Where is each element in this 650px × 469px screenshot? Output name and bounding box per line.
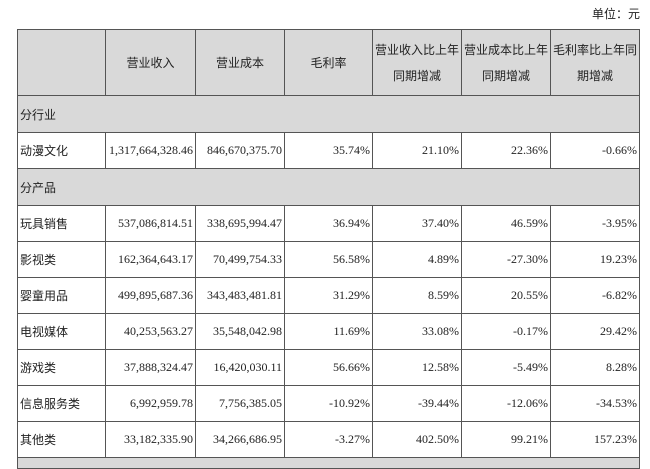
table-cell: 37.40% (372, 205, 462, 242)
table-cell: -3.95% (550, 205, 640, 242)
table-cell: 19.23% (550, 241, 640, 278)
table-cell: 499,895,687.36 (105, 277, 196, 314)
header-text: 毛利率 (310, 55, 347, 70)
table-cell: 8.28% (550, 349, 640, 386)
row-label: 婴童用品 (17, 277, 106, 314)
table-cell: -6.82% (550, 277, 640, 314)
table-cell: -3.27% (284, 421, 373, 458)
table-cell: 343,483,481.81 (195, 277, 285, 314)
column-header: 营业收入比上年 同期增减 (372, 29, 462, 96)
table-cell: 537,086,814.51 (105, 205, 196, 242)
table-cell: 6,992,959.78 (105, 385, 196, 422)
header-row: 营业收入 营业成本 毛利率 营业收入比上年 同期增减 营业成本比上年 同期增减 毛利率比上年同… (17, 29, 640, 96)
table-cell: 4.89% (372, 241, 462, 278)
table-cell: -34.53% (550, 385, 640, 422)
table-row: 游戏类 37,888,324.47 16,420,030.11 56.66% 12.58… (17, 349, 640, 386)
table-cell: 70,499,754.33 (195, 241, 285, 278)
column-header (17, 29, 106, 96)
table-cell: 35,548,042.98 (195, 313, 285, 350)
table-cell: -0.17% (461, 313, 551, 350)
table-cell: 16,420,030.11 (195, 349, 285, 386)
table-cell: 20.55% (461, 277, 551, 314)
row-label: 电视媒体 (17, 313, 106, 350)
row-label: 影视类 (17, 241, 106, 278)
table-cell: 40,253,563.27 (105, 313, 196, 350)
table-cell: 33,182,335.90 (105, 421, 196, 458)
table-row: 婴童用品 499,895,687.36 343,483,481.81 31.29% 8.… (17, 277, 640, 314)
header-text: 期增减 (576, 68, 613, 83)
table-row: 信息服务类 6,992,959.78 7,756,385.05 -10.92% -39.… (17, 385, 640, 422)
column-header: 营业成本 (195, 29, 285, 96)
table-cell: 12.58% (372, 349, 462, 386)
table-cell: 56.66% (284, 349, 373, 386)
header-text: 营业收入 (126, 55, 175, 70)
table-row: 电视媒体 40,253,563.27 35,548,042.98 11.69% 33.0… (17, 313, 640, 350)
table-cell: 99.21% (461, 421, 551, 458)
unit-label: 单位：元 (591, 7, 640, 21)
table-cell: 35.74% (284, 132, 373, 169)
header-text: 营业成本比上年 (464, 42, 549, 57)
table-cell: 846,670,375.70 (195, 132, 285, 169)
row-label: 其他类 (17, 421, 106, 458)
table-row: 影视类 162,364,643.17 70,499,754.33 56.58% 4.89… (17, 241, 640, 278)
section-row: 分行业 (17, 95, 640, 133)
row-label: 信息服务类 (17, 385, 106, 422)
table-cell: 157.23% (550, 421, 640, 458)
row-label: 玩具销售 (17, 205, 106, 242)
table-cell: 338,695,994.47 (195, 205, 285, 242)
table-cell: 36.94% (284, 205, 373, 242)
column-header: 营业收入 (105, 29, 196, 96)
table-cell: 8.59% (372, 277, 462, 314)
table-cell: 11.69% (284, 313, 373, 350)
table-cell: 162,364,643.17 (105, 241, 196, 278)
header-text: 营业成本 (215, 55, 264, 70)
table-cell: 46.59% (461, 205, 551, 242)
header-text: 营业收入比上年 (375, 42, 460, 57)
table-footer-row (17, 457, 640, 469)
table-cell: 29.42% (550, 313, 640, 350)
table-cell: -39.44% (372, 385, 462, 422)
table-row: 其他类 33,182,335.90 34,266,686.95 -3.27% 402.5… (17, 421, 640, 458)
table-cell: 402.50% (372, 421, 462, 458)
column-header: 毛利率 (284, 29, 373, 96)
table-cell: -10.92% (284, 385, 373, 422)
table-cell: 21.10% (372, 132, 462, 169)
column-header: 毛利率比上年同 期增减 (550, 29, 640, 96)
section-row: 分产品 (17, 168, 640, 206)
table-cell: 56.58% (284, 241, 373, 278)
section-title: 分产品 (17, 168, 640, 206)
revenue-table: 营业收入 营业成本 毛利率 营业收入比上年 同期增减 营业成本比上年 同期增减 毛利率比上年同… (17, 29, 640, 469)
table-cell: 1,317,664,328.46 (105, 132, 196, 169)
row-label: 动漫文化 (17, 132, 106, 169)
table-cell: -5.49% (461, 349, 551, 386)
table-row: 动漫文化 1,317,664,328.46 846,670,375.70 35.74%… (17, 132, 640, 169)
header-text: 毛利率比上年同 (553, 42, 638, 57)
table-cell: 34,266,686.95 (195, 421, 285, 458)
table-cell: 33.08% (372, 313, 462, 350)
header-text: 同期增减 (481, 68, 530, 83)
footer-cell (17, 457, 640, 469)
table-cell: 7,756,385.05 (195, 385, 285, 422)
table-cell: -27.30% (461, 241, 551, 278)
column-header: 营业成本比上年 同期增减 (461, 29, 551, 96)
table-cell: 37,888,324.47 (105, 349, 196, 386)
table-cell: -0.66% (550, 132, 640, 169)
header-text: 同期增减 (392, 68, 441, 83)
table-cell: -12.06% (461, 385, 551, 422)
table-cell: 31.29% (284, 277, 373, 314)
section-title: 分行业 (17, 95, 640, 133)
table-cell: 22.36% (461, 132, 551, 169)
table-row: 玩具销售 537,086,814.51 338,695,994.47 36.94% 37… (17, 205, 640, 242)
row-label: 游戏类 (17, 349, 106, 386)
